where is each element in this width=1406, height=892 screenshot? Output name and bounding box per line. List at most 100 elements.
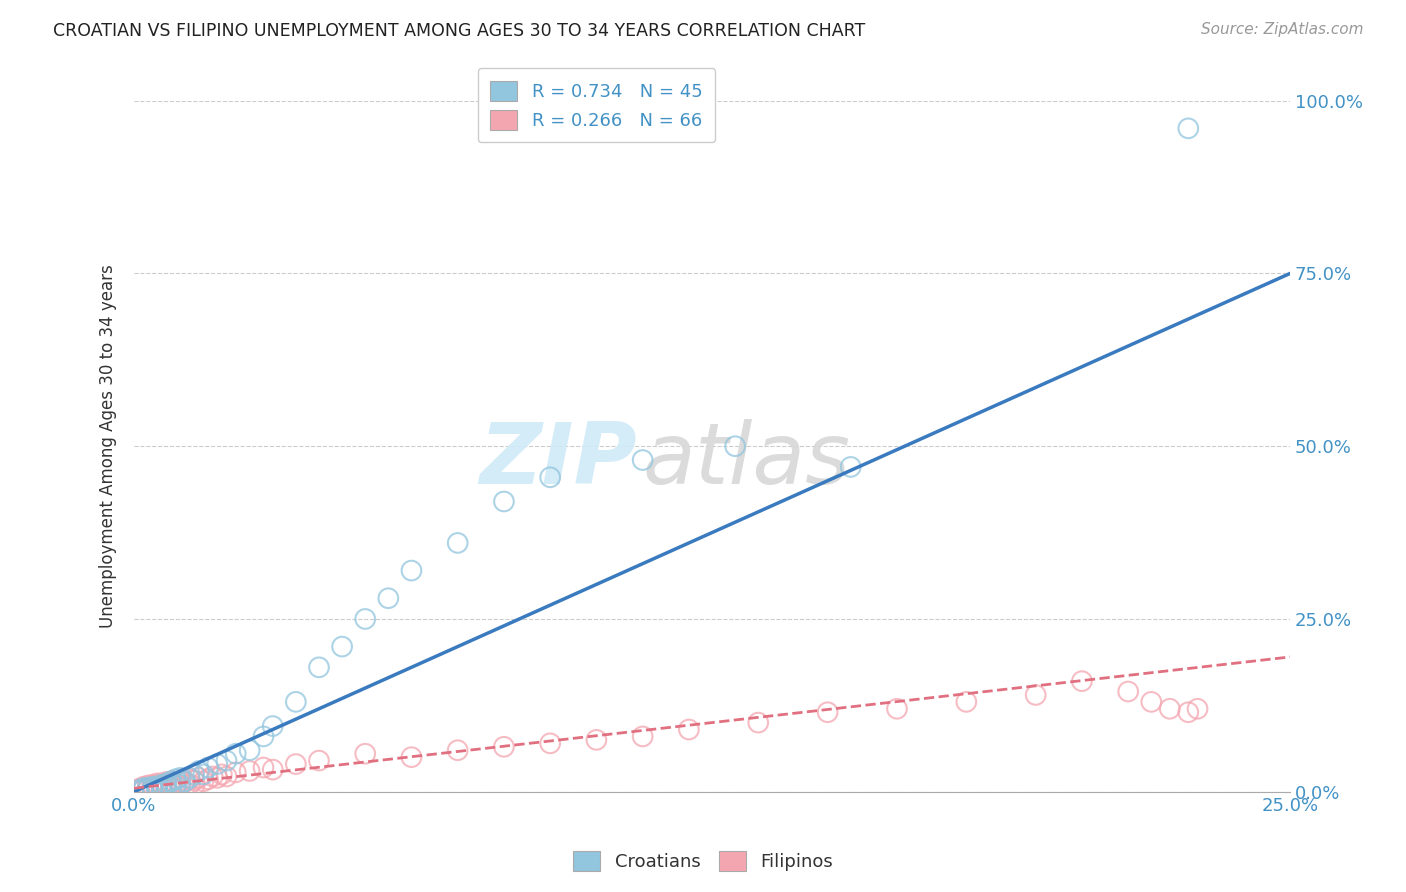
Point [631,453,654,467]
Point [262,763,284,777]
Point [174,775,197,789]
Point [401,750,423,764]
Point [724,439,747,453]
Point [150,781,173,796]
Point [174,780,197,794]
Point [225,765,247,780]
Point [187,764,209,778]
Point [150,781,173,796]
Point [141,782,163,797]
Point [839,459,862,474]
Point [207,771,229,785]
Legend: R = 0.734   N = 45, R = 0.266   N = 66: R = 0.734 N = 45, R = 0.266 N = 66 [478,69,716,143]
Point [141,781,163,796]
Point [354,747,377,761]
Point [585,732,607,747]
Point [492,494,515,508]
Point [150,778,173,792]
Point [183,773,205,788]
Point [128,781,150,796]
Point [354,612,377,626]
Point [155,775,177,789]
Point [146,781,169,796]
Point [538,736,561,750]
Point [155,776,177,790]
Point [179,772,201,787]
Point [747,715,769,730]
Point [207,757,229,772]
Text: Source: ZipAtlas.com: Source: ZipAtlas.com [1201,22,1364,37]
Point [132,781,155,796]
Point [330,640,353,654]
Point [179,778,201,792]
Point [136,782,159,797]
Point [150,779,173,793]
Point [215,754,238,768]
Point [492,739,515,754]
Point [160,774,183,789]
Point [146,782,169,797]
Point [193,767,215,781]
Point [252,730,274,744]
Point [1025,688,1047,702]
Legend: Croatians, Filipinos: Croatians, Filipinos [567,844,839,879]
Point [886,702,908,716]
Point [197,760,219,774]
Point [239,764,262,778]
Point [132,781,155,796]
Point [183,779,205,793]
Point [132,782,155,797]
Point [377,591,399,606]
Text: atlas: atlas [643,418,851,501]
Point [252,760,274,774]
Point [150,776,173,790]
Point [284,695,307,709]
Point [447,536,470,550]
Point [146,779,169,793]
Point [197,772,219,787]
Point [262,719,284,733]
Point [160,780,183,795]
Point [1177,705,1199,719]
Point [128,783,150,797]
Point [211,767,233,781]
Point [1140,695,1163,709]
Point [1187,702,1209,716]
Point [146,780,169,795]
Point [239,743,262,757]
Point [128,783,150,797]
Point [201,770,224,784]
Point [1177,121,1199,136]
Point [160,774,183,789]
Point [155,779,177,793]
Point [447,743,470,757]
Point [155,781,177,796]
Point [538,470,561,484]
Point [136,779,159,793]
Point [169,774,191,789]
Point [401,564,423,578]
Point [174,774,197,789]
Point [225,747,247,761]
Point [160,780,183,795]
Point [146,779,169,793]
Point [136,780,159,795]
Y-axis label: Unemployment Among Ages 30 to 34 years: Unemployment Among Ages 30 to 34 years [100,264,117,628]
Point [141,780,163,794]
Point [146,776,169,790]
Point [165,776,187,790]
Point [1116,684,1139,698]
Point [193,774,215,789]
Point [132,780,155,794]
Point [136,780,159,795]
Point [183,767,205,781]
Point [179,771,201,785]
Text: CROATIAN VS FILIPINO UNEMPLOYMENT AMONG AGES 30 TO 34 YEARS CORRELATION CHART: CROATIAN VS FILIPINO UNEMPLOYMENT AMONG … [53,22,866,40]
Point [284,757,307,772]
Point [215,770,238,784]
Point [136,781,159,796]
Point [165,772,187,787]
Point [165,781,187,796]
Point [169,779,191,793]
Point [141,778,163,792]
